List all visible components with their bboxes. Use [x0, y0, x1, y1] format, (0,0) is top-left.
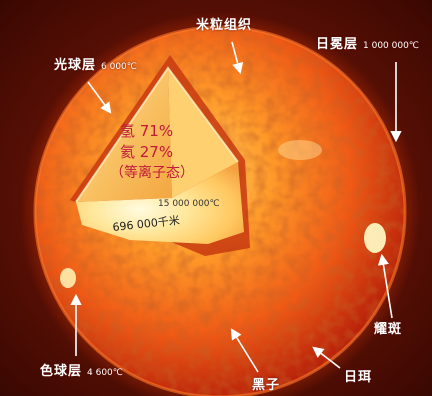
- arrow-lines: [70, 41, 402, 373]
- label-sunspot: 黑子: [252, 378, 281, 393]
- arrow-sunspot: [230, 328, 259, 373]
- core-temperature: 15 000 000℃: [158, 199, 220, 209]
- arrow-prominence: [312, 346, 341, 369]
- core-composition-hydrogen: 氢 71%: [120, 122, 174, 140]
- core-composition-state: （等离子态）: [110, 165, 194, 181]
- core-cutaway: [70, 55, 250, 256]
- corona-name: 日冕层: [316, 37, 359, 52]
- chromosphere-temp: 4 600℃: [87, 368, 123, 378]
- label-photosphere: 光球层 6 000℃: [54, 56, 137, 72]
- photosphere-name: 光球层: [54, 58, 97, 73]
- label-prominence: 日珥: [344, 370, 373, 385]
- arrow-granulation: [231, 41, 244, 75]
- label-granulation: 米粒组织: [196, 18, 253, 33]
- arrow-faculae: [377, 253, 393, 319]
- core-composition-helium: 氦 27%: [120, 143, 174, 161]
- label-corona: 日冕层 1 000 000℃: [316, 35, 419, 51]
- chromosphere-name: 色球层: [40, 364, 83, 379]
- faculae-spots: [60, 140, 386, 288]
- arrow-photosphere: [87, 81, 112, 114]
- label-chromosphere: 色球层 4 600℃: [40, 362, 123, 378]
- label-faculae: 耀斑: [374, 322, 403, 337]
- corona-temp: 1 000 000℃: [363, 41, 419, 51]
- photosphere-temp: 6 000℃: [101, 62, 137, 72]
